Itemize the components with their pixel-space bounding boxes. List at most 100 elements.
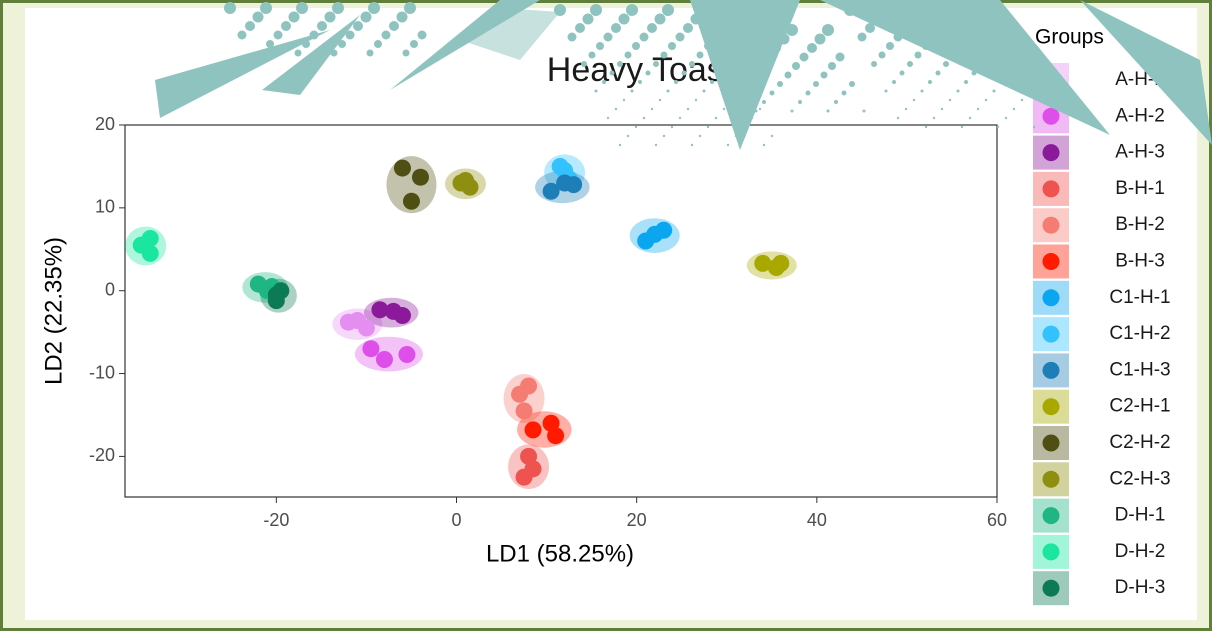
decor-dot [361, 12, 372, 23]
decor-dot [625, 52, 632, 59]
decor-dot [815, 34, 826, 45]
decor-dot [302, 40, 310, 48]
decor-dot [404, 2, 416, 14]
decor-dot [626, 4, 638, 16]
decor-dot [638, 80, 642, 84]
point [376, 351, 393, 368]
point [142, 245, 159, 262]
decor-dot [836, 53, 845, 62]
decor-dot [619, 144, 621, 146]
decor-dot [777, 81, 783, 87]
decor-dot [981, 14, 992, 25]
decor-dot [764, 53, 773, 62]
decor-dot [977, 108, 979, 110]
decor-dot [325, 12, 336, 23]
decor-dot [901, 23, 911, 33]
x-tick-label: -20 [263, 510, 289, 530]
decor-dot [792, 62, 800, 70]
decor-dot [951, 52, 958, 59]
decor-dot [653, 61, 659, 67]
decor-dot [916, 4, 928, 16]
decor-dot [1013, 108, 1015, 110]
decor-dot [659, 99, 661, 101]
decor-dot [698, 4, 710, 16]
point [516, 402, 533, 419]
decor-dot [873, 14, 884, 25]
decor-dot [619, 14, 630, 25]
decor-dot [245, 21, 255, 31]
decor-dot [827, 110, 830, 113]
decor-dot [704, 42, 712, 50]
point [394, 307, 411, 324]
decor-dot [607, 117, 609, 119]
decor-dot [913, 99, 915, 101]
decor-dot [707, 126, 709, 128]
decor-dot [602, 80, 606, 84]
decor-dot [779, 34, 790, 45]
decor-dot [679, 117, 681, 119]
decor-dot [238, 31, 247, 40]
decor-dot [623, 99, 625, 101]
decor-dot [941, 108, 943, 110]
decor-dot [647, 23, 657, 33]
decor-dot [683, 23, 693, 33]
decor-dot [403, 50, 410, 57]
decor-dot [667, 90, 670, 93]
point [268, 292, 285, 309]
decor-dot [346, 31, 355, 40]
decor-dot [714, 24, 726, 36]
decor-dot [289, 12, 300, 23]
point [565, 176, 582, 193]
legend-label: C2-H-3 [1109, 468, 1170, 489]
decor-dot [583, 14, 594, 25]
decor-dot [885, 90, 888, 93]
decor-dot [718, 71, 723, 76]
decor-dot [1008, 71, 1013, 76]
decor-dot [994, 42, 1002, 50]
decor-dot [1005, 117, 1007, 119]
decor-dot [331, 50, 338, 57]
decor-dot [611, 23, 621, 33]
point [457, 172, 474, 189]
legend-label: B-H-1 [1115, 178, 1165, 199]
decor-dot [943, 61, 949, 67]
point [525, 421, 542, 438]
decor-dot [260, 2, 272, 14]
decor-dot [695, 99, 697, 101]
decor-dot [646, 71, 651, 76]
legend-label: A-H-3 [1115, 142, 1165, 163]
decor-dot [958, 42, 966, 50]
x-tick-label: 0 [451, 510, 461, 530]
legend-label: C2-H-1 [1109, 396, 1170, 417]
decor-dot [972, 71, 977, 76]
decor-dot [643, 117, 645, 119]
decor-dot [905, 108, 907, 110]
decor-dot [907, 61, 913, 67]
decor-dot [964, 80, 968, 84]
legend-key [1043, 217, 1060, 234]
legend-label: D-H-3 [1115, 577, 1166, 598]
decor-dot [590, 4, 602, 16]
decor-dot [274, 31, 283, 40]
legend-title: Groups [1035, 26, 1104, 49]
decor-dot [668, 42, 676, 50]
decor-dot [715, 117, 717, 119]
decor-dot [674, 80, 678, 84]
decor-dot [661, 52, 668, 59]
decor-dot [763, 144, 765, 146]
legend-key [1043, 362, 1060, 379]
decor-dot [821, 72, 828, 79]
legend-label: B-H-3 [1115, 251, 1165, 272]
point [362, 340, 379, 357]
decor-dot [727, 144, 729, 146]
decor-dot [662, 4, 674, 16]
decor-dot [310, 31, 319, 40]
decor-dot [418, 31, 427, 40]
decor-dot [691, 14, 702, 25]
y-tick-label: 0 [105, 279, 115, 299]
decor-dot [735, 43, 745, 53]
legend-key [1043, 580, 1060, 597]
decor-dot [915, 52, 922, 59]
legend-label: D-H-1 [1115, 505, 1166, 526]
decor-dot [973, 23, 983, 33]
